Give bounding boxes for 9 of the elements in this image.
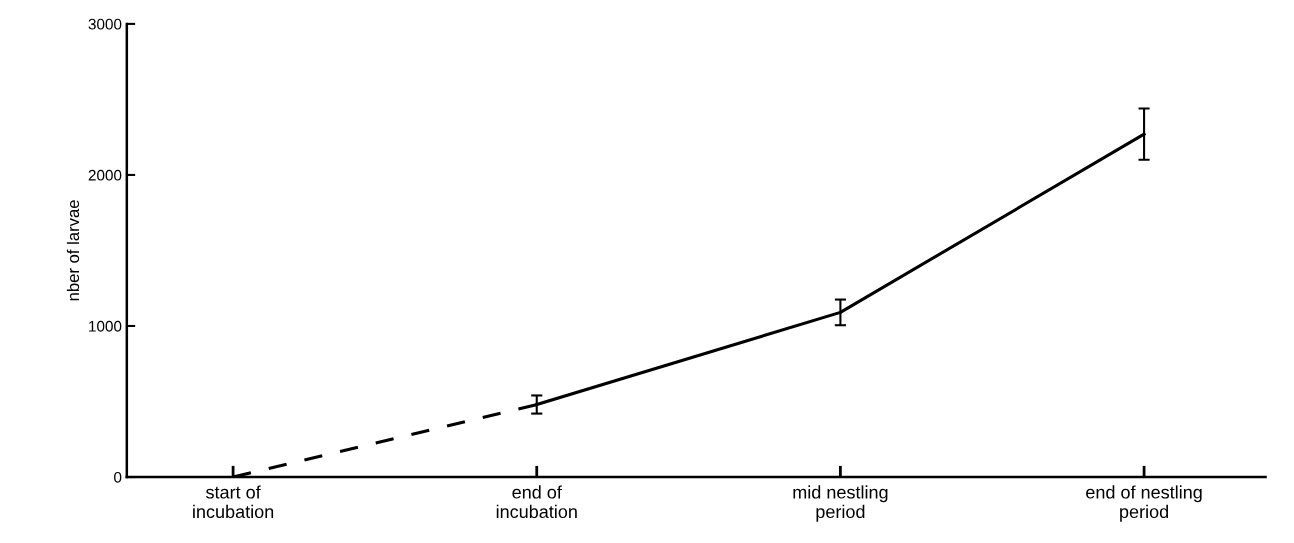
x-tick-label: mid nestling period: [793, 485, 888, 522]
y-tick-label: 0: [114, 471, 122, 483]
y-tick-label: 1000: [89, 320, 122, 332]
y-axis-title: nber of larvae: [66, 200, 80, 301]
y-tick-label: 3000: [88, 18, 122, 30]
x-tick-label: end of nestling period: [1086, 485, 1202, 522]
x-tick-label: end of incubation: [496, 485, 577, 519]
y-tick-label: 2000: [88, 169, 122, 181]
x-tick-label: start of incubation: [193, 485, 274, 519]
